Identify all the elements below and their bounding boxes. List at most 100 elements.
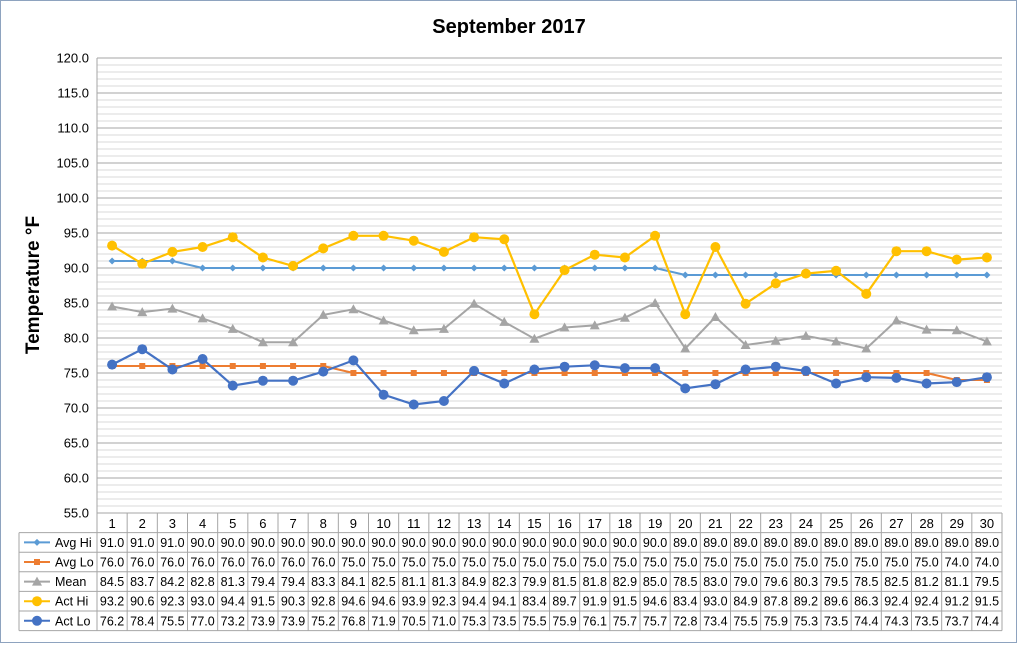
data-label: 90.0 [492,536,516,550]
data-point [559,322,570,332]
data-label: 76.0 [190,556,214,570]
data-label: 83.3 [311,575,335,589]
data-label: 91.0 [100,536,124,550]
data-label: 74.0 [945,556,969,570]
y-tick-label: 95.0 [64,226,89,241]
data-point [469,232,480,243]
data-label: 76.0 [251,556,275,570]
data-point [440,370,447,376]
data-label: 75.0 [522,556,546,570]
data-label: 81.2 [914,575,938,589]
data-point [137,307,148,317]
data-label: 82.3 [492,575,516,589]
data-point [501,370,508,376]
data-label: 94.4 [462,595,486,609]
y-tick-label: 70.0 [64,401,89,416]
data-point [800,330,811,340]
data-label: 73.5 [824,614,848,628]
data-point [921,378,932,389]
data-label: 70.5 [402,614,426,628]
data-point [772,271,780,279]
data-point [32,615,42,626]
data-point [740,298,751,309]
y-tick-label: 105.0 [56,156,89,171]
data-label: 89.0 [673,536,697,550]
data-point [591,264,599,272]
x-tick-label: 1 [108,516,115,531]
data-label: 86.3 [854,595,878,609]
data-label: 90.0 [402,536,426,550]
data-label: 75.0 [764,556,788,570]
data-point [921,246,932,257]
data-point [440,264,448,272]
data-label: 75.0 [884,556,908,570]
data-label: 90.0 [432,536,456,550]
data-point [923,370,930,376]
data-label: 89.0 [764,536,788,550]
data-point [921,324,932,334]
data-point [380,264,388,272]
x-tick-label: 28 [919,516,933,531]
data-point [680,309,691,320]
series-act-hi [107,230,992,320]
data-point [438,323,449,333]
data-label: 79.6 [764,575,788,589]
data-label: 94.6 [643,595,667,609]
data-point [953,271,961,279]
data-label: 81.5 [552,575,576,589]
x-tick-label: 2 [139,516,146,531]
data-label: 75.0 [341,556,365,570]
data-point [981,372,992,383]
data-point [318,243,329,254]
x-tick-label: 4 [199,516,206,531]
series-mean [107,298,992,353]
data-point [891,372,902,383]
data-label: 75.5 [522,614,546,628]
data-label: 75.0 [643,556,667,570]
y-tick-label: 120.0 [56,51,89,66]
data-label: 90.0 [221,536,245,550]
data-label: 71.0 [432,614,456,628]
data-label: 91.5 [975,595,999,609]
data-point [619,363,630,374]
data-label: 90.0 [462,536,486,550]
x-tick-label: 24 [799,516,813,531]
data-point [438,246,449,257]
data-label: 73.5 [914,614,938,628]
data-point [831,265,842,276]
x-tick-label: 10 [376,516,390,531]
data-label: 75.0 [794,556,818,570]
data-point [861,288,872,299]
data-point [32,596,42,607]
data-label: 75.0 [371,556,395,570]
data-point [408,235,419,246]
data-point [229,363,236,369]
data-label: 90.0 [583,536,607,550]
data-label: 90.6 [130,595,154,609]
data-label: 91.5 [251,595,275,609]
data-point [318,366,329,377]
data-point [981,252,992,263]
x-tick-label: 15 [527,516,541,531]
data-point [861,372,872,383]
data-point [380,370,387,376]
y-tick-label: 90.0 [64,261,89,276]
x-tick-label: 8 [320,516,327,531]
data-label: 73.5 [492,614,516,628]
data-label: 75.9 [764,614,788,628]
data-label: 71.9 [371,614,395,628]
data-label: 75.0 [432,556,456,570]
data-point [681,271,689,279]
data-point [32,576,42,586]
data-label: 81.3 [221,575,245,589]
data-point [348,304,359,314]
data-label: 82.5 [884,575,908,589]
data-point [349,264,357,272]
data-point [650,298,661,307]
data-label: 74.4 [975,614,999,628]
data-label: 91.9 [583,595,607,609]
data-label: 89.7 [552,595,576,609]
data-label: 82.8 [190,575,214,589]
data-label: 75.0 [492,556,516,570]
